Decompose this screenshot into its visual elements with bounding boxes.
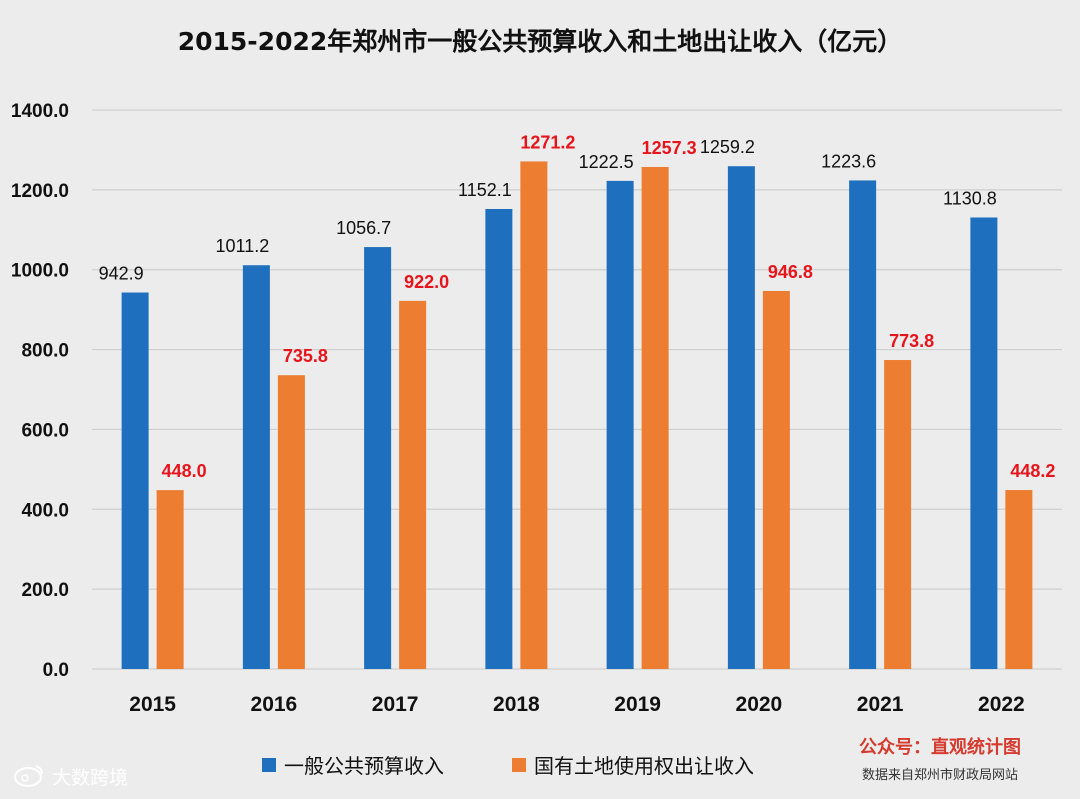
legend: 一般公共预算收入 国有土地使用权出让收入	[262, 754, 754, 778]
bar-land-2019	[641, 166, 669, 669]
bar-budget-2020	[727, 166, 755, 669]
bar-land-2021	[884, 360, 912, 669]
data-label-land-2016: 735.8	[283, 346, 328, 366]
x-tick-label: 2016	[251, 693, 298, 716]
data-label-land-2019: 1257.3	[642, 138, 697, 158]
credit-account: 公众号：直观统计图	[859, 736, 1021, 758]
credit-source: 数据来自郑州市财政局网站	[862, 767, 1018, 783]
bars	[121, 161, 1033, 670]
gridlines	[92, 109, 1062, 670]
chart-title: 2015-2022年郑州市一般公共预算收入和土地出让收入（亿元）	[178, 27, 903, 56]
data-label-budget-2017: 1056.7	[336, 218, 391, 238]
bar-budget-2019	[606, 180, 634, 669]
y-tick-label: 200.0	[21, 580, 69, 601]
y-tick-label: 1000.0	[11, 261, 69, 282]
y-tick-label: 1400.0	[11, 101, 69, 122]
data-label-land-2015: 448.0	[162, 461, 207, 481]
x-tick-label: 2022	[978, 693, 1025, 716]
bar-land-2022	[1005, 490, 1033, 669]
legend-swatch	[512, 758, 526, 772]
y-tick-label: 0.0	[43, 660, 69, 681]
y-tick-label: 400.0	[21, 500, 69, 521]
data-label-land-2022: 448.2	[1010, 461, 1055, 481]
data-label-land-2020: 946.8	[768, 262, 813, 282]
x-tick-label: 2020	[736, 693, 783, 716]
legend-swatch	[262, 758, 276, 772]
x-tick-label: 2017	[372, 693, 419, 716]
y-tick-label: 800.0	[21, 341, 69, 362]
x-tick-label: 2019	[614, 693, 661, 716]
data-label-budget-2015: 942.9	[99, 264, 144, 284]
data-label-budget-2019: 1222.5	[579, 152, 634, 172]
data-labels: 942.9 448.0 1011.2 735.8 1056.7 922.0 1152.1 12…	[99, 132, 1056, 481]
bar-land-2018	[520, 161, 548, 670]
weibo-logo-icon	[14, 765, 43, 787]
x-tick-label: 2018	[493, 693, 540, 716]
data-label-land-2021: 773.8	[889, 331, 934, 351]
y-tick-label: 600.0	[21, 420, 69, 441]
data-label-land-2018: 1271.2	[520, 132, 575, 152]
data-label-land-2017: 922.0	[404, 272, 449, 292]
data-label-budget-2021: 1223.6	[821, 151, 876, 171]
bar-budget-2015	[121, 292, 149, 669]
bar-land-2020	[762, 290, 790, 669]
bar-budget-2016	[242, 265, 270, 669]
bar-budget-2018	[485, 208, 513, 670]
x-tick-label: 2015	[129, 693, 176, 716]
y-tick-label: 1200.0	[11, 181, 69, 202]
bar-land-2017	[399, 300, 427, 669]
data-label-budget-2016: 1011.2	[216, 236, 270, 256]
bar-land-2015	[156, 490, 184, 669]
y-axis-ticks: 0.0 200.0 400.0 600.0 800.0 1000.0 1200.0 1400.…	[11, 101, 69, 681]
watermark: 大数跨境	[14, 765, 128, 789]
legend-label: 一般公共预算收入	[284, 754, 444, 778]
bar-land-2016	[277, 375, 305, 669]
bar-budget-2021	[849, 180, 877, 669]
credit: 公众号：直观统计图 数据来自郑州市财政局网站	[859, 736, 1021, 783]
bar-budget-2017	[364, 247, 392, 670]
data-label-budget-2018: 1152.1	[458, 180, 512, 200]
x-axis-ticks: 2015 2016 2017 2018 2019 2020 2021 2022	[129, 693, 1024, 716]
data-label-budget-2020: 1259.2	[700, 137, 755, 157]
x-tick-label: 2021	[857, 693, 904, 716]
data-label-budget-2022: 1130.8	[943, 188, 997, 208]
watermark-text: 大数跨境	[52, 767, 128, 789]
bar-budget-2022	[970, 217, 998, 669]
legend-label: 国有土地使用权出让收入	[534, 754, 754, 778]
